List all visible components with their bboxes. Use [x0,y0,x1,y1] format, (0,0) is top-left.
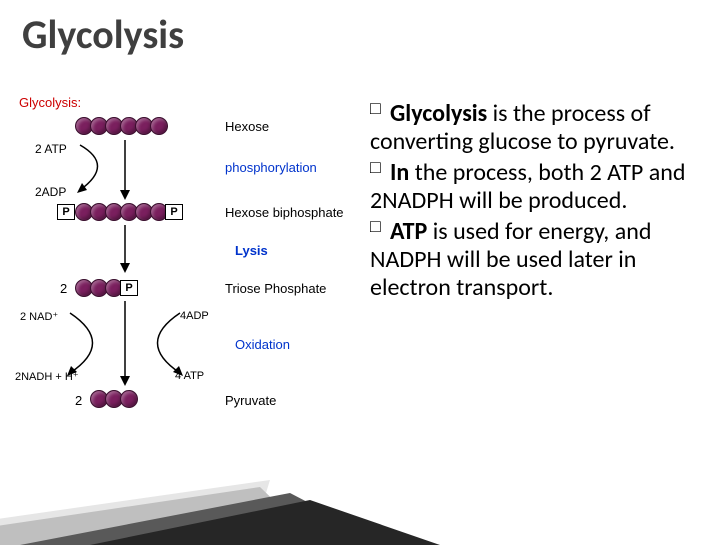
diagram-heading: Glycolysis: [19,95,81,110]
bullet-list: □Glycolysis is the process of converting… [370,100,700,305]
bullet-item: □ATP is used for energy, and NADPH will … [370,218,700,301]
stage-label-pyruvate: Pyruvate [225,393,276,408]
arrow-phosphorylation [45,135,245,205]
page-title: Glycolysis [22,10,184,59]
triose-phosphate-chain: P [75,279,138,297]
hexose-chain [75,117,165,135]
output-2adp: 2ADP [35,185,66,199]
arrow-lysis [95,223,155,278]
bullet-item: □In the process, both 2 ATP and 2NADPH w… [370,159,700,214]
bullet-text: the process, both 2 ATP and 2NADPH will … [370,158,685,215]
stage-label-triose: Triose Phosphate [225,281,326,296]
stage-label-hexose-biphosphate: Hexose biphosphate [225,205,344,220]
bullet-marker-icon: □ [370,100,390,121]
process-phosphorylation: phosphorylation [225,160,317,175]
slide: Glycolysis Glycolysis: Hexose 2 ATP 2ADP… [0,0,720,540]
pyruvate-chain [90,390,135,408]
bullet-marker-icon: □ [370,218,390,239]
bullet-lead: ATP [390,217,427,246]
bullet-lead: In [390,158,409,187]
process-lysis: Lysis [235,243,268,258]
output-4atp: 4 ATP [175,370,204,382]
process-oxidation: Oxidation [235,337,290,352]
glycolysis-diagram: Glycolysis: Hexose 2 ATP 2ADP phosphoryl… [15,95,345,505]
multiplier-pyruvate: 2 [75,393,82,408]
input-2atp: 2 ATP [35,142,67,156]
output-2nadh: 2NADH + H⁺ [15,370,79,383]
bullet-marker-icon: □ [370,159,390,180]
bullet-lead: Glycolysis [390,99,487,128]
stage-label-hexose: Hexose [225,119,269,134]
input-2nad: 2 NAD⁺ [20,310,58,323]
hexose-biphosphate-chain: P P [57,203,183,221]
input-4adp: 4ADP [180,310,209,322]
multiplier-triose: 2 [60,281,67,296]
bullet-item: □Glycolysis is the process of converting… [370,100,700,155]
